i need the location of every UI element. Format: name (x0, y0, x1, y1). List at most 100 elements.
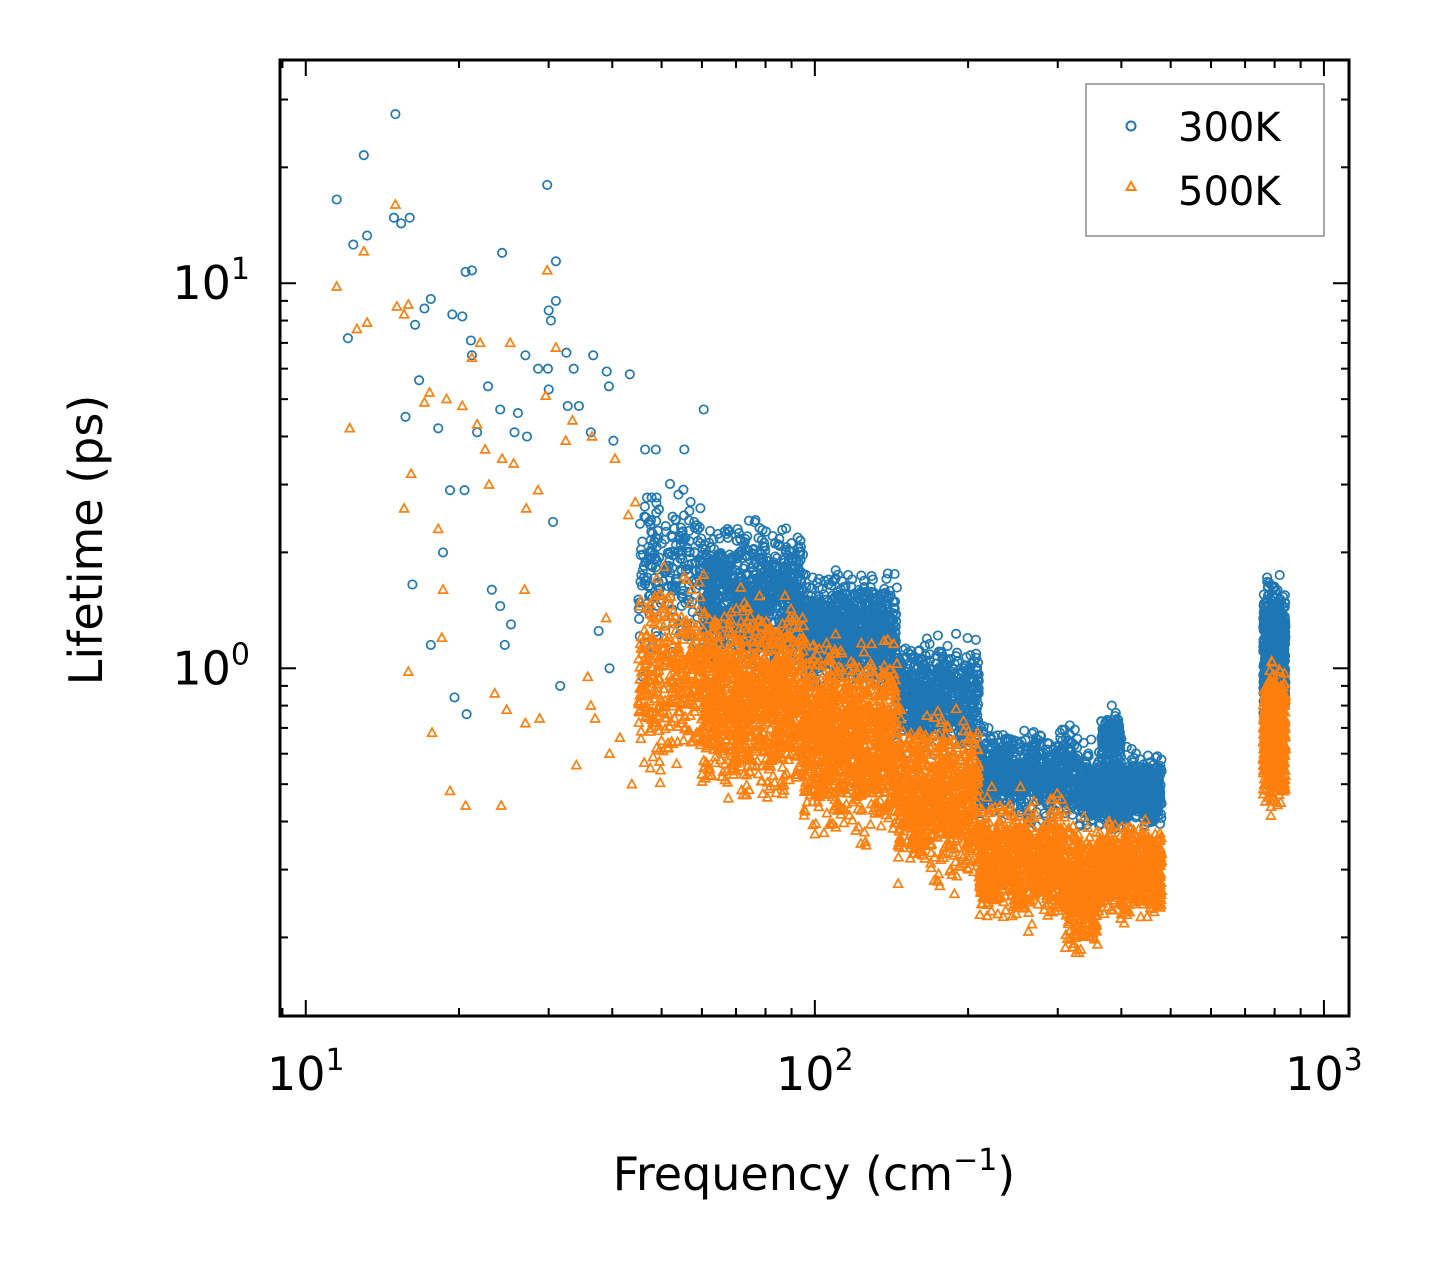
data-point (752, 589, 764, 600)
data-point (686, 558, 697, 569)
data-point (780, 564, 791, 575)
data-point (717, 564, 728, 575)
data-point (667, 582, 678, 593)
data-point (680, 533, 691, 544)
data-point (774, 540, 785, 551)
data-point (635, 550, 646, 561)
data-point (705, 542, 716, 553)
data-point (675, 546, 686, 557)
data-point (777, 524, 788, 535)
data-point (781, 587, 792, 599)
data-point (771, 603, 782, 614)
series-300k (331, 109, 1291, 836)
data-point (652, 525, 663, 536)
data-point (732, 568, 744, 579)
data-point (667, 562, 678, 573)
data-point (670, 540, 682, 551)
data-point (699, 539, 710, 550)
data-point (772, 578, 783, 589)
data-point (741, 550, 752, 561)
data-point (757, 524, 768, 535)
data-point (792, 532, 803, 543)
data-point (675, 531, 686, 542)
data-point (716, 583, 727, 594)
data-point (662, 581, 674, 592)
data-point (772, 589, 783, 600)
data-point (695, 503, 706, 514)
data-point (703, 579, 714, 590)
data-point (694, 522, 705, 533)
data-point (711, 601, 722, 612)
data-point (795, 549, 806, 560)
data-point (639, 501, 650, 512)
data-point (634, 613, 645, 624)
data-point (687, 596, 698, 607)
data-point (774, 595, 785, 606)
data-point (729, 586, 740, 598)
data-point (683, 586, 694, 598)
data-point (789, 571, 800, 582)
data-point (664, 549, 675, 560)
data-point (749, 517, 760, 528)
data-point (787, 554, 798, 565)
data-point (660, 625, 671, 636)
data-point (676, 591, 687, 602)
data-point (743, 515, 755, 526)
data-point (704, 537, 715, 548)
data-point (723, 526, 734, 537)
data-point (665, 546, 676, 558)
data-point (696, 555, 708, 566)
data-point (660, 534, 671, 545)
data-point (754, 552, 765, 563)
data-point (653, 504, 664, 515)
data-point (752, 562, 763, 573)
data-point (705, 567, 716, 578)
data-point (661, 564, 673, 575)
data-point (673, 489, 684, 500)
data-point (683, 515, 694, 526)
data-point (645, 515, 657, 526)
data-point (786, 538, 797, 549)
data-point (712, 528, 724, 540)
data-point (758, 580, 769, 591)
data-point (748, 544, 759, 555)
data-point (719, 526, 730, 537)
data-point (774, 611, 785, 622)
data-point (767, 579, 778, 590)
data-point (664, 478, 676, 489)
data-point (641, 492, 653, 503)
data-point (753, 578, 764, 589)
data-point (645, 535, 656, 546)
data-point (721, 565, 732, 576)
data-point (692, 524, 703, 535)
data-point (734, 550, 745, 562)
data-point (667, 511, 678, 522)
data-point (651, 498, 662, 509)
data-point (644, 547, 655, 558)
data-point (706, 594, 717, 605)
data-point (709, 591, 721, 602)
data-point (701, 552, 713, 563)
data-point (645, 545, 656, 556)
data-point (697, 550, 708, 561)
data-point (684, 505, 695, 517)
data-point (651, 492, 662, 503)
data-point (669, 523, 680, 534)
data-point (770, 568, 781, 579)
data-point (640, 575, 651, 586)
data-point (717, 553, 728, 564)
data-point (778, 562, 789, 573)
data-point (711, 566, 723, 577)
data-point (788, 576, 799, 587)
data-point (644, 516, 655, 527)
data-point (646, 552, 657, 563)
data-point (732, 553, 743, 564)
data-point (731, 535, 742, 546)
data-point (634, 518, 646, 529)
data-point (762, 555, 774, 567)
data-point (650, 562, 661, 573)
data-point (753, 532, 764, 544)
data-point (745, 563, 756, 574)
data-point (660, 520, 671, 532)
